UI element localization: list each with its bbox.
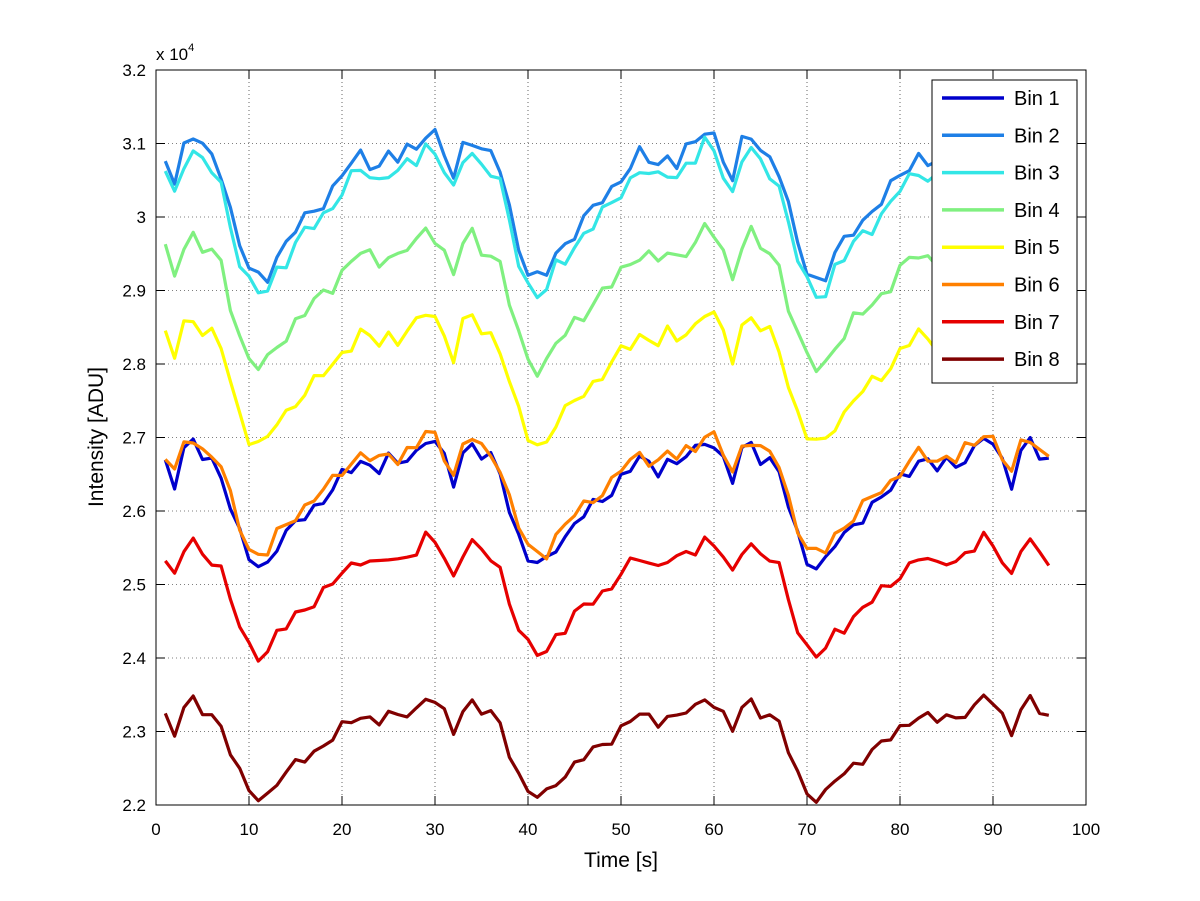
series-line-8 (163, 693, 1050, 804)
x-tick-label: 80 (891, 820, 910, 839)
series-line-7 (164, 530, 1051, 663)
series-line-3 (163, 135, 1051, 300)
y-exponent-label: x 104 (156, 42, 194, 64)
x-tick-label: 60 (705, 820, 724, 839)
x-tick-label: 30 (426, 820, 445, 839)
y-exponent-base: x 10 (156, 45, 188, 64)
legend-label: Bin 7 (1014, 312, 1060, 334)
x-tick-label: 90 (984, 820, 1003, 839)
legend-label: Bin 2 (1014, 125, 1060, 147)
y-tick-label: 2.5 (122, 576, 146, 595)
y-axis-label: Intensity [ADU] (85, 367, 108, 507)
y-tick-label: 2.9 (122, 282, 146, 301)
series-line-4 (163, 221, 1049, 378)
series-lines (163, 124, 1051, 804)
legend-label: Bin 4 (1014, 200, 1060, 222)
legend-label: Bin 6 (1014, 275, 1060, 297)
y-tick-label: 3.1 (122, 135, 146, 154)
y-tick-label: 2.8 (122, 355, 146, 374)
grid (156, 70, 1086, 805)
x-tick-label: 70 (798, 820, 817, 839)
y-tick-label: 3.2 (122, 61, 146, 80)
y-tick-label: 2.6 (122, 502, 146, 521)
legend-box (931, 79, 1078, 384)
legend-label: Bin 8 (1014, 349, 1060, 371)
series-line-5 (163, 310, 1050, 447)
x-tick-label: 20 (333, 820, 352, 839)
y-tick-label: 2.3 (122, 723, 146, 742)
y-tick-label: 2.7 (122, 429, 146, 448)
x-tick-label: 10 (240, 820, 259, 839)
series-line-6 (164, 429, 1050, 561)
legend-label: Bin 5 (1014, 237, 1060, 259)
series-line-2 (163, 124, 1050, 284)
x-tick-label: 50 (612, 820, 631, 839)
x-tick-label: 0 (151, 820, 160, 839)
x-tick-label: 100 (1072, 820, 1100, 839)
x-tick-label: 40 (519, 820, 538, 839)
legend-label: Bin 1 (1014, 88, 1060, 110)
y-exponent-power: 4 (188, 42, 194, 54)
x-axis-label: Time [s] (584, 849, 658, 872)
y-tick-label: 3 (137, 208, 146, 227)
y-tick-label: 2.4 (122, 649, 146, 668)
axis-ticks: 0 10 20 30 40 50 60 70 80 90 100 2.2 2.3 2.4 2.5 2.6 2.7… (122, 61, 1100, 839)
legend: Bin 1 Bin 2 Bin 3 Bin 4 Bin 5 Bin 6 Bin 7 Bin 8 (931, 79, 1078, 384)
y-tick-label: 2.2 (122, 796, 146, 815)
legend-label: Bin 3 (1014, 163, 1060, 185)
